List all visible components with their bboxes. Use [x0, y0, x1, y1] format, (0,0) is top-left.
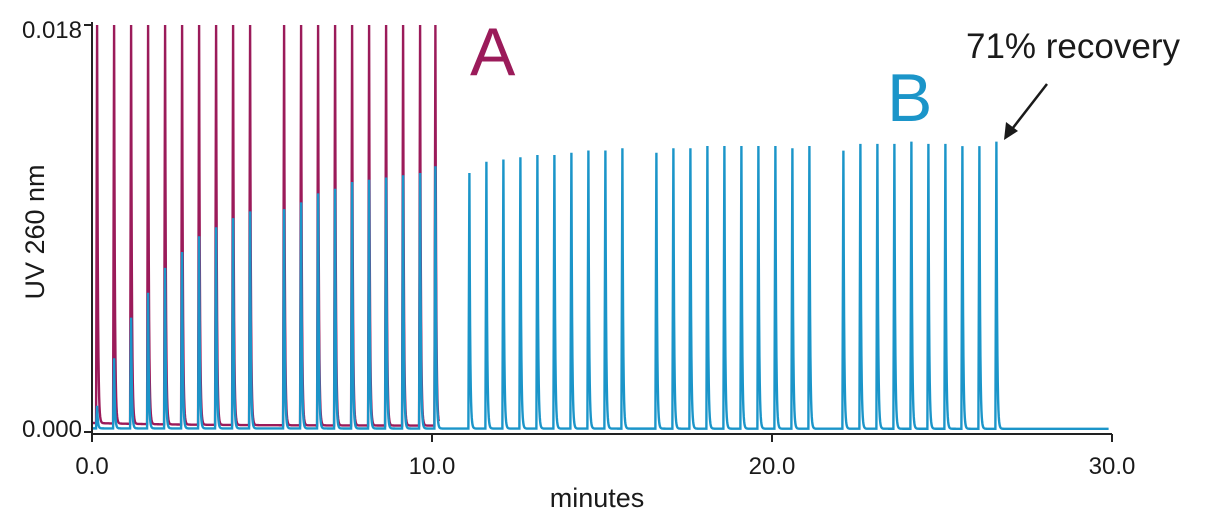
chromatogram-traces — [92, 24, 1109, 431]
x-axis-title: minutes — [550, 483, 645, 513]
x-tick-label: 0.0 — [75, 453, 108, 480]
x-tick-label: 30.0 — [1089, 453, 1136, 480]
tick-marks — [84, 24, 1113, 442]
x-tick-label: 20.0 — [749, 453, 796, 480]
recovery-annotation: 71% recovery — [966, 27, 1180, 66]
series-label-b: B — [887, 60, 932, 136]
axes — [91, 22, 1112, 435]
x-tick-label: 10.0 — [409, 453, 456, 480]
y-axis-title: UV 260 nm — [20, 164, 50, 299]
annotation-arrow-icon — [1004, 83, 1048, 140]
series-label-a: A — [470, 14, 516, 90]
y-tick-label: 0.018 — [22, 17, 82, 44]
y-tick-label: 0.000 — [22, 416, 82, 443]
series-b-trace — [92, 141, 1109, 431]
